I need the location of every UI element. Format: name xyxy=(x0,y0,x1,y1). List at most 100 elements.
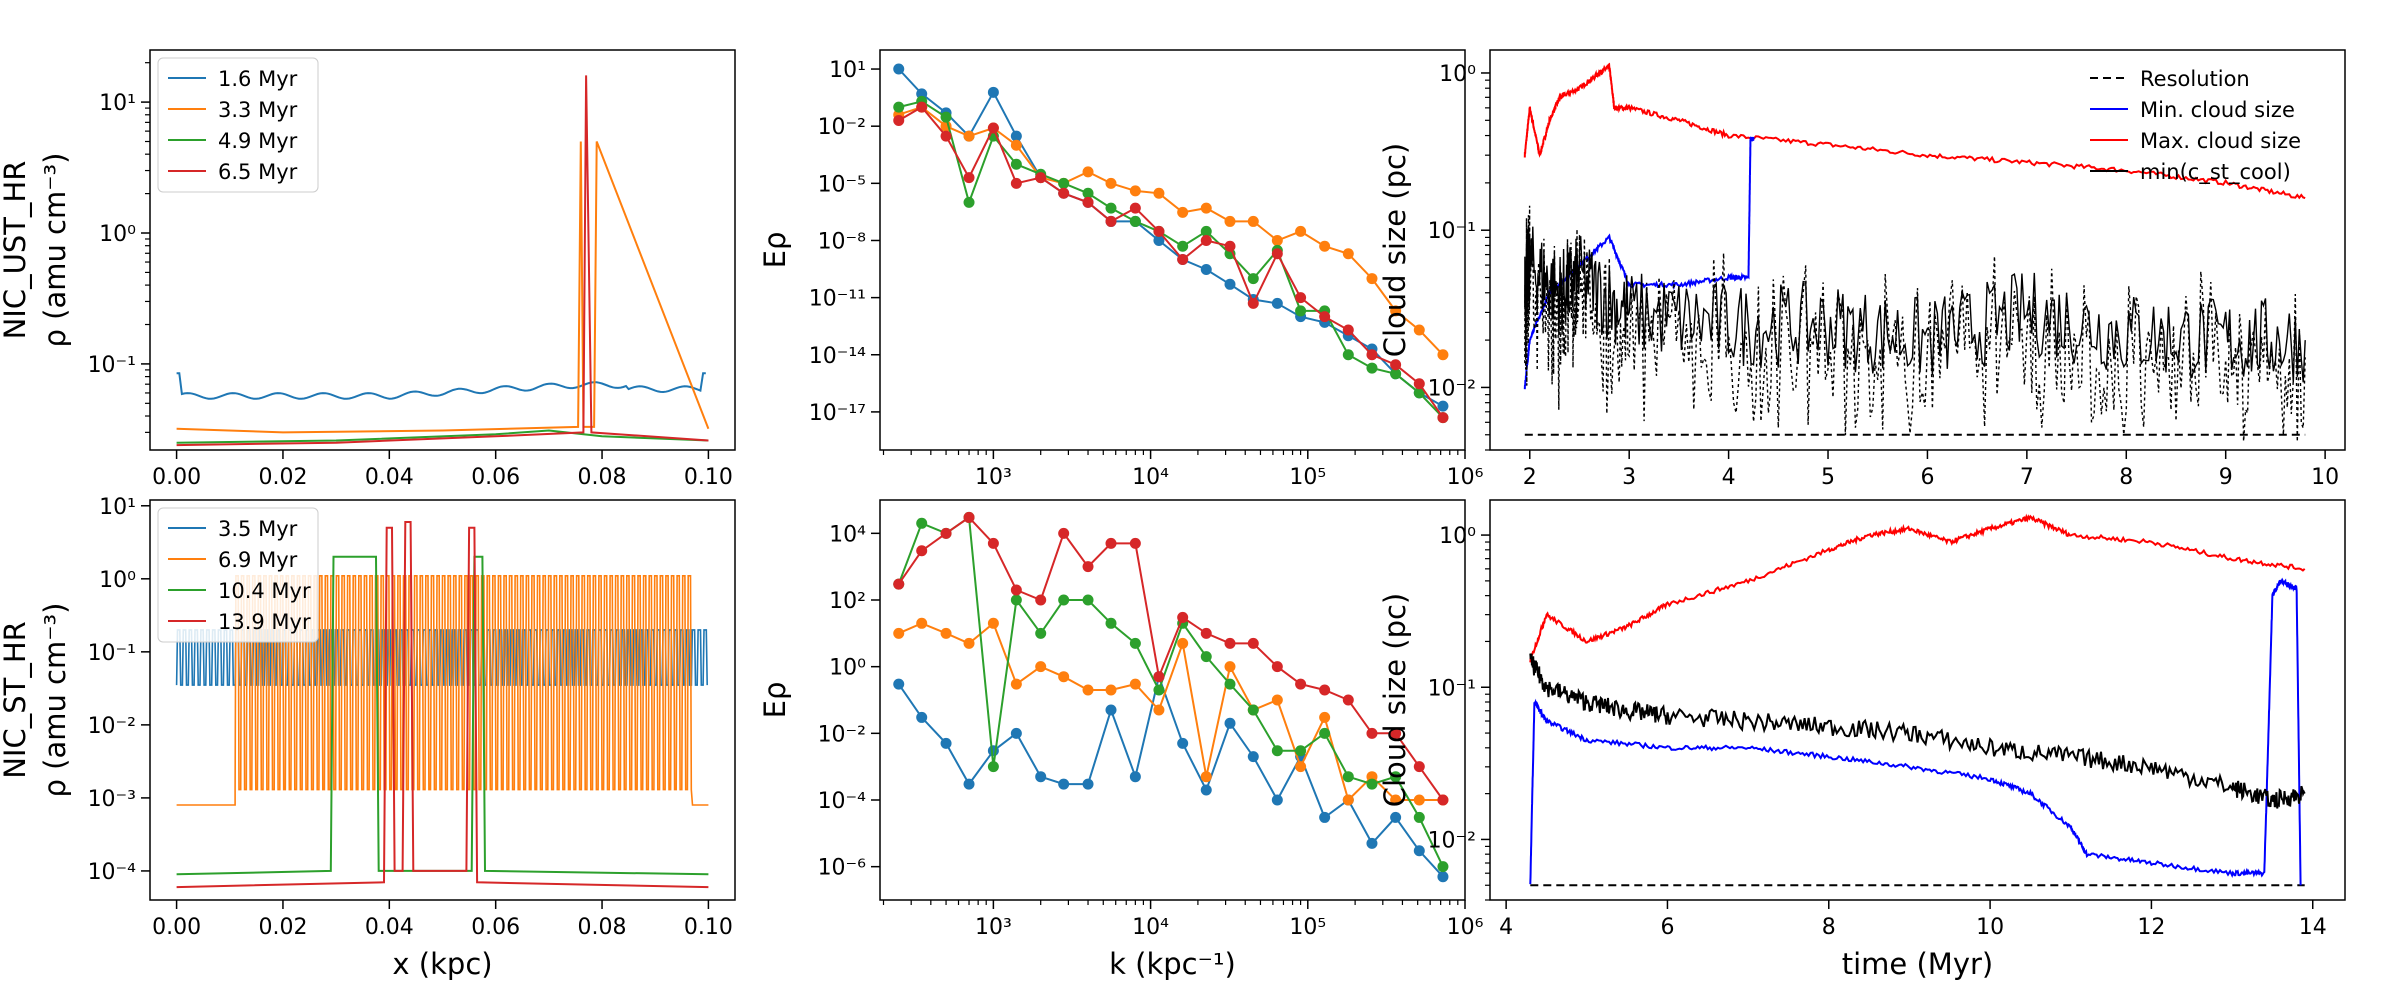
data-point xyxy=(1224,215,1236,227)
data-point xyxy=(987,86,999,98)
series-line xyxy=(898,100,1444,419)
series-line xyxy=(898,105,1444,419)
data-point xyxy=(1342,794,1354,806)
data-point xyxy=(1010,584,1022,596)
y-axis-label: Eρ xyxy=(758,232,792,269)
data-point xyxy=(987,617,999,629)
legend-entry: Max. cloud size xyxy=(2140,129,2301,153)
data-point xyxy=(1390,368,1402,380)
legend-box xyxy=(157,57,319,193)
data-point xyxy=(1295,225,1307,237)
y-axis-label: Eρ xyxy=(758,682,792,719)
data-point xyxy=(1105,202,1117,214)
data-point xyxy=(1224,661,1236,673)
data-point xyxy=(1200,651,1212,663)
y-tick-label: 10⁻⁶ xyxy=(818,856,867,881)
y-tick-label: 10⁻² xyxy=(818,722,866,747)
data-point xyxy=(940,111,952,123)
data-point xyxy=(1437,400,1449,412)
axes-top-right: 2 3 4 5 6 7 8 9 10 10⁻² 10⁻¹ 10⁰ Cloud size (pc) xyxy=(1378,62,2339,490)
data-point xyxy=(1058,778,1070,790)
data-point xyxy=(893,678,905,690)
data-point xyxy=(963,637,975,649)
y-axis-label: ρ (amu cm⁻³) xyxy=(38,603,72,798)
axes-top-left: 0.00 0.02 0.04 0.06 0.08 0.10 10⁻¹ 10⁰ 10¹ ρ (amu… xyxy=(0,62,733,490)
y-tick-label: 10⁻² xyxy=(1428,828,1476,853)
y-tick-label: 10⁻¹ xyxy=(1428,676,1476,701)
data-point xyxy=(1129,185,1141,197)
x-tick-label: 9 xyxy=(2219,465,2233,490)
data-point xyxy=(1153,671,1165,683)
data-point xyxy=(1082,187,1094,199)
axes-top-middle: 10³ 10⁴ 10⁵ 10⁶ 10¹ 10⁻² 10⁻⁵ 10⁻⁸ 10⁻¹¹ 10⁻¹⁴ 10⁻… xyxy=(758,58,1484,490)
legend-entry: min(c_st_cool) xyxy=(2140,160,2291,185)
y-tick-label: 10⁻¹ xyxy=(1428,219,1476,244)
data-point xyxy=(1271,694,1283,706)
data-point xyxy=(963,778,975,790)
x-tick-label: 3 xyxy=(1622,465,1636,490)
x-tick-label: 0.04 xyxy=(365,915,414,940)
x-tick-label: 0.04 xyxy=(365,465,414,490)
x-tick-label: 10 xyxy=(2311,465,2339,490)
series-line xyxy=(1529,577,2302,886)
data-point xyxy=(1153,225,1165,237)
data-point xyxy=(1082,166,1094,178)
x-tick-label: 14 xyxy=(2299,915,2327,940)
data-point xyxy=(1177,254,1189,266)
data-point xyxy=(963,196,975,208)
data-point xyxy=(893,101,905,113)
y-tick-label: 10⁰ xyxy=(829,656,866,681)
data-point xyxy=(1342,324,1354,336)
data-point xyxy=(1035,661,1047,673)
x-tick-label: 0.02 xyxy=(258,915,307,940)
data-point xyxy=(1200,784,1212,796)
legend-entry: Min. cloud size xyxy=(2140,98,2295,122)
x-axis-label: time (Myr) xyxy=(1842,947,1993,981)
series-line xyxy=(176,141,710,434)
y-tick-label: 10⁻¹⁴ xyxy=(809,344,866,369)
y-tick-label: 10⁻³ xyxy=(88,787,136,812)
data-point xyxy=(1105,177,1117,189)
row-label: NIC_UST_HR xyxy=(0,161,32,340)
y-axis-label: Cloud size (pc) xyxy=(1378,143,1412,357)
plot-area-A xyxy=(176,75,710,447)
axes-bottom-middle: 10³ 10⁴ 10⁵ 10⁶ 10⁴ 10² 10⁰ 10⁻² 10⁻⁴ 10⁻⁶ k (kpc⁻… xyxy=(758,522,1484,981)
data-point xyxy=(1319,311,1331,323)
data-point xyxy=(987,122,999,134)
x-tick-label: 0.02 xyxy=(258,465,307,490)
data-point xyxy=(1295,761,1307,773)
data-point xyxy=(1105,537,1117,549)
x-axis-label: x (kpc) xyxy=(392,947,492,981)
plot-frame xyxy=(879,49,1466,451)
axes-bottom-left: 0.00 0.02 0.04 0.06 0.08 0.10 10⁻⁴ 10⁻³ 10⁻² 10⁻¹… xyxy=(0,495,733,981)
x-tick-label: 10⁶ xyxy=(1447,915,1484,940)
y-tick-label: 10⁻⁴ xyxy=(88,860,137,885)
data-point xyxy=(940,130,952,142)
data-point xyxy=(1390,359,1402,371)
data-point xyxy=(1247,215,1259,227)
data-point xyxy=(1224,678,1236,690)
data-point xyxy=(1319,811,1331,823)
data-point xyxy=(1413,761,1425,773)
data-point xyxy=(940,737,952,749)
data-point xyxy=(1295,305,1307,317)
series-line xyxy=(897,515,1444,868)
data-point xyxy=(1129,537,1141,549)
data-point xyxy=(1247,273,1259,285)
data-point xyxy=(1271,745,1283,757)
data-point xyxy=(940,527,952,539)
data-point xyxy=(1390,727,1402,739)
data-point xyxy=(1153,187,1165,199)
data-point xyxy=(1366,362,1378,374)
data-point xyxy=(1010,139,1022,151)
y-tick-label: 10⁰ xyxy=(1439,62,1476,87)
x-tick-label: 2 xyxy=(1523,465,1537,490)
legend-entry: 3.3 Myr xyxy=(218,98,298,122)
data-point xyxy=(916,101,928,113)
data-point xyxy=(916,517,928,529)
x-tick-label: 10⁵ xyxy=(1289,915,1326,940)
data-point xyxy=(963,511,975,523)
data-point xyxy=(1010,727,1022,739)
x-tick-label: 0.06 xyxy=(471,915,520,940)
